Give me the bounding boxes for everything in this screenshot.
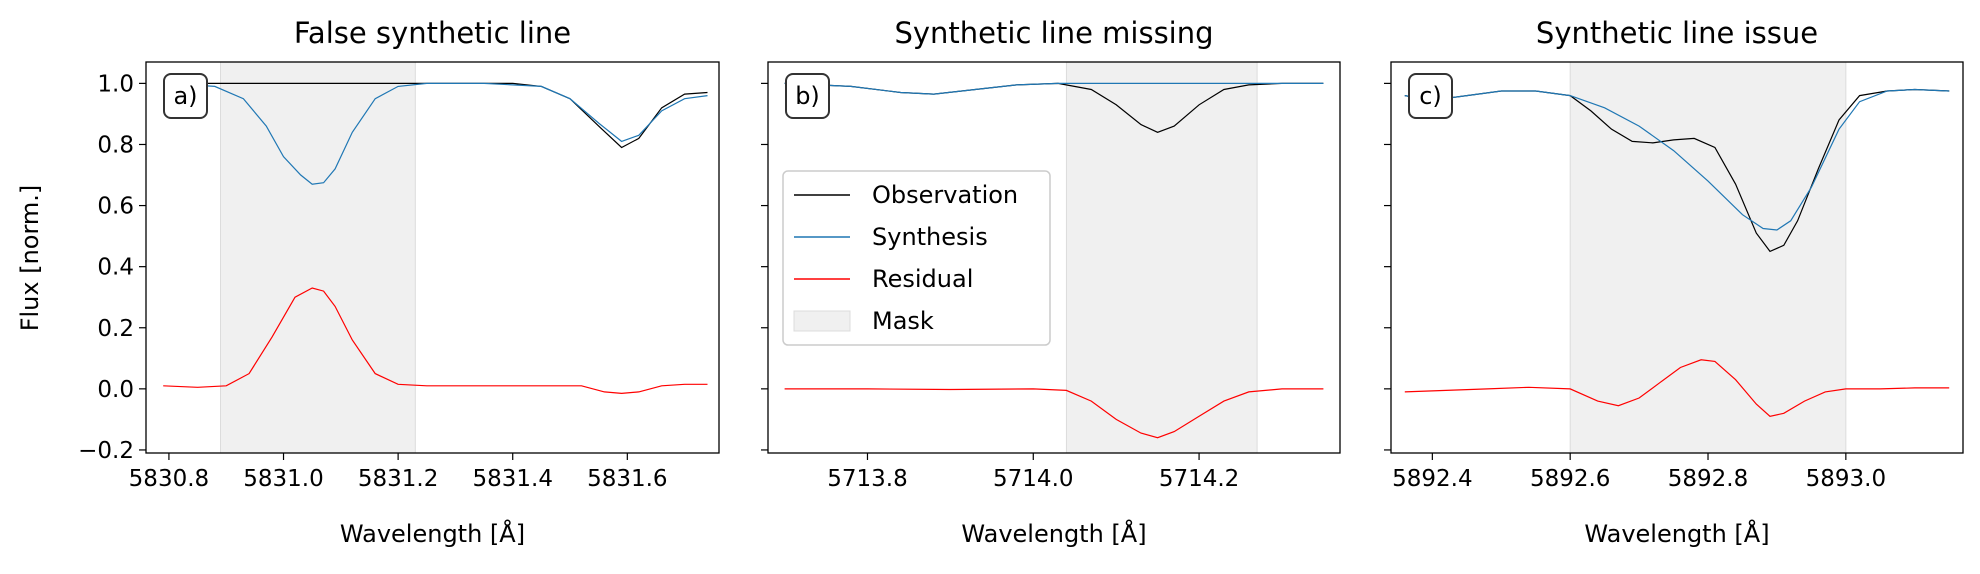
x-tick-label: 5714.0 [993,466,1073,492]
x-tick-label: 5831.6 [587,466,667,492]
x-tick-label: 5831.0 [243,466,323,492]
y-tick-label: 0.8 [97,132,134,158]
panel-label: b) [795,82,820,110]
panels: 5830.8 5831.0 5831.2 5831.4 5831.6 −0.2 0.0 0.2… [78,16,1964,548]
legend-label: Synthesis [872,223,988,251]
series-line-residual [163,287,708,395]
mask-region [219,61,416,454]
panel-title: Synthetic line missing [894,16,1213,50]
panel-1: 5830.8 5831.0 5831.2 5831.4 5831.6 −0.2 0.0 0.2… [78,16,720,548]
plot-frame [145,61,720,454]
legend-label: Residual [872,265,973,293]
y-tick-label: 0.4 [97,255,134,281]
plot-frame [1390,61,1964,454]
y-tick-label: 0.0 [97,377,134,403]
x-axis-label: Wavelength [Å] [340,519,525,548]
x-tick-label: 5713.8 [827,466,907,492]
panel-label-box: c) [1408,73,1453,119]
x-tick-label: 5892.6 [1530,466,1610,492]
y-axis-label: Flux [norm.] [16,185,44,332]
series-line-synthesis [1404,88,1950,231]
panel-label: c) [1419,82,1442,110]
legend-frame [782,170,1051,346]
x-tick-label: 5831.2 [358,466,438,492]
series-line-synthesis [168,82,708,185]
x-tick-label: 5893.0 [1806,466,1886,492]
x-axis-label: Wavelength [Å] [961,519,1146,548]
x-tick-label: 5892.8 [1668,466,1748,492]
plot-frame [767,61,1341,454]
x-tick-label: 5892.4 [1392,466,1472,492]
panel-label-box: a) [163,73,208,119]
legend-swatch [793,310,851,332]
x-axis-label: Wavelength [Å] [1584,519,1769,548]
legend: Observation Synthesis Residual Mask [782,170,1051,346]
panel-title: False synthetic line [294,16,571,50]
panel-3: 5892.4 5892.6 5892.8 5893.0 Synthetic line i… [1384,16,1964,548]
mask-region [1065,61,1258,454]
series-line-synthesis [784,82,1324,95]
series-line-residual [784,388,1324,439]
y-tick-label: 0.6 [97,194,134,220]
panel-label-box: b) [785,73,830,119]
legend-label: Observation [872,181,1018,209]
panel-label: a) [173,82,197,110]
y-tick-label: 1.0 [97,71,134,97]
y-tick-label: 0.2 [97,316,134,342]
panel-2: 5713.8 5714.0 5714.2 Synthetic line missing… [761,16,1341,548]
y-tick-label: −0.2 [78,438,134,464]
x-tick-label: 5714.2 [1159,466,1239,492]
series-line-residual [1404,359,1950,417]
panel-title: Synthetic line issue [1536,16,1818,50]
legend-label: Mask [872,307,934,335]
x-tick-label: 5830.8 [129,466,209,492]
x-tick-label: 5831.4 [472,466,552,492]
mask-region [1569,61,1847,454]
